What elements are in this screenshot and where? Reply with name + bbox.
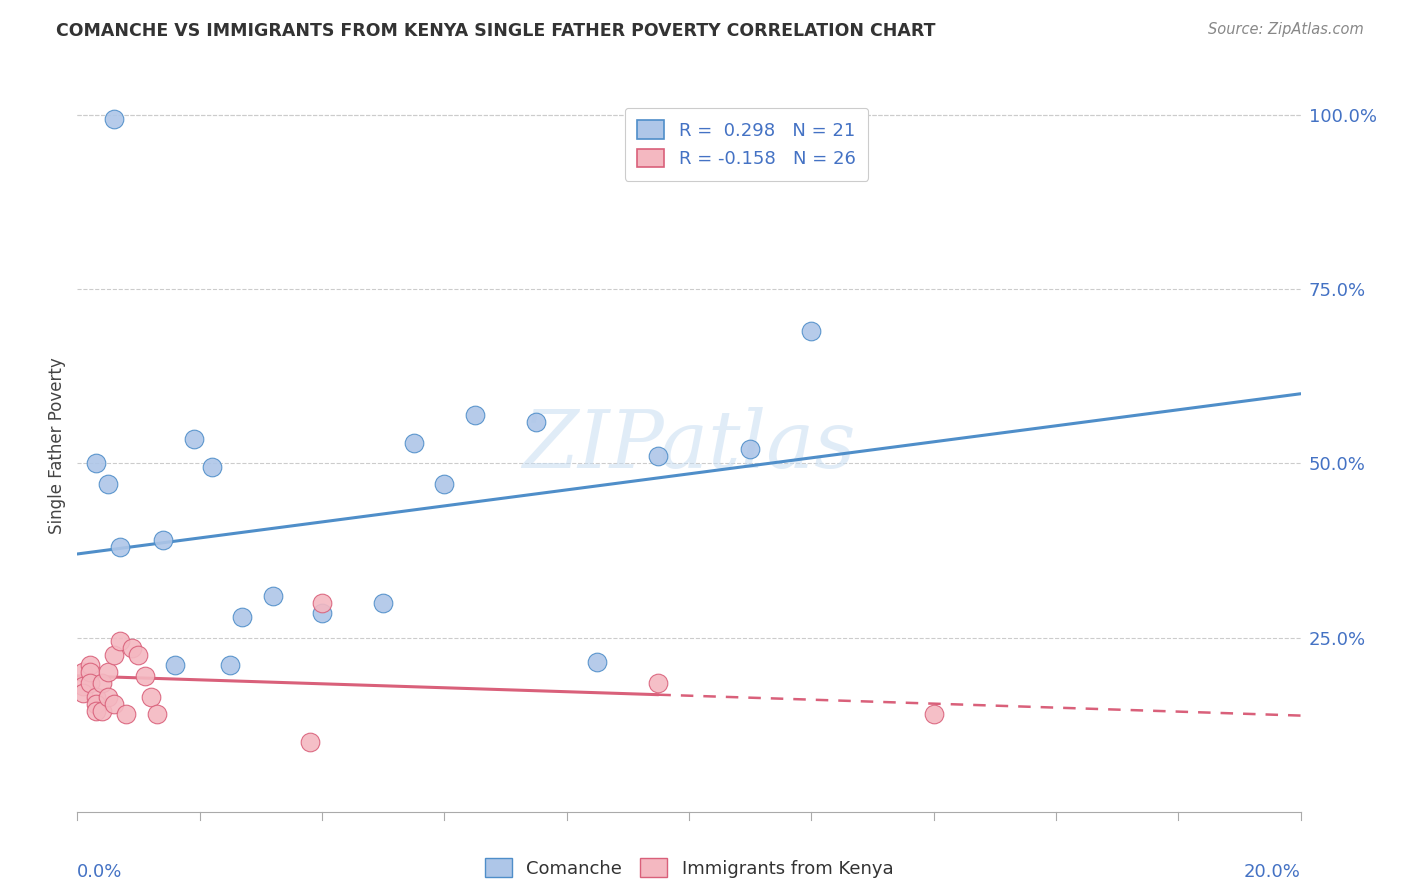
Point [219,658,242,673]
Point [121,640,143,655]
Point [90,676,112,690]
Point [108,634,131,648]
Point [84,690,107,704]
Point [647,676,669,690]
Point [134,669,156,683]
Point [72,686,94,700]
Point [72,665,94,680]
Point [298,735,321,749]
Point [79,676,101,690]
Point [922,707,945,722]
Point [84,697,107,711]
Point [183,432,205,446]
Point [79,658,101,673]
Point [586,655,609,669]
Point [90,704,112,718]
Point [402,435,425,450]
Point [201,459,224,474]
Point [108,540,131,554]
Point [165,658,187,673]
Point [103,112,125,126]
Text: 20.0%: 20.0% [1244,863,1301,881]
Point [103,697,125,711]
Point [152,533,174,547]
Point [72,679,94,693]
Text: 0.0%: 0.0% [77,863,122,881]
Legend: Comanche, Immigrants from Kenya: Comanche, Immigrants from Kenya [475,849,903,887]
Point [115,707,138,722]
Text: ZIPatlas: ZIPatlas [522,408,856,484]
Point [524,415,547,429]
Point [311,606,333,620]
Point [139,690,162,704]
Point [146,707,169,722]
Point [262,589,284,603]
Point [800,324,823,338]
Point [97,665,120,680]
Point [311,596,333,610]
Point [97,690,120,704]
Point [84,704,107,718]
Point [103,648,125,662]
Point [433,477,456,491]
Point [97,477,120,491]
Y-axis label: Single Father Poverty: Single Father Poverty [48,358,66,534]
Point [127,648,149,662]
Point [464,408,486,422]
Point [84,457,107,471]
Point [231,609,253,624]
Text: COMANCHE VS IMMIGRANTS FROM KENYA SINGLE FATHER POVERTY CORRELATION CHART: COMANCHE VS IMMIGRANTS FROM KENYA SINGLE… [56,22,936,40]
Text: Source: ZipAtlas.com: Source: ZipAtlas.com [1208,22,1364,37]
Point [371,596,394,610]
Point [647,450,669,464]
Point [79,665,101,680]
Point [740,442,762,457]
